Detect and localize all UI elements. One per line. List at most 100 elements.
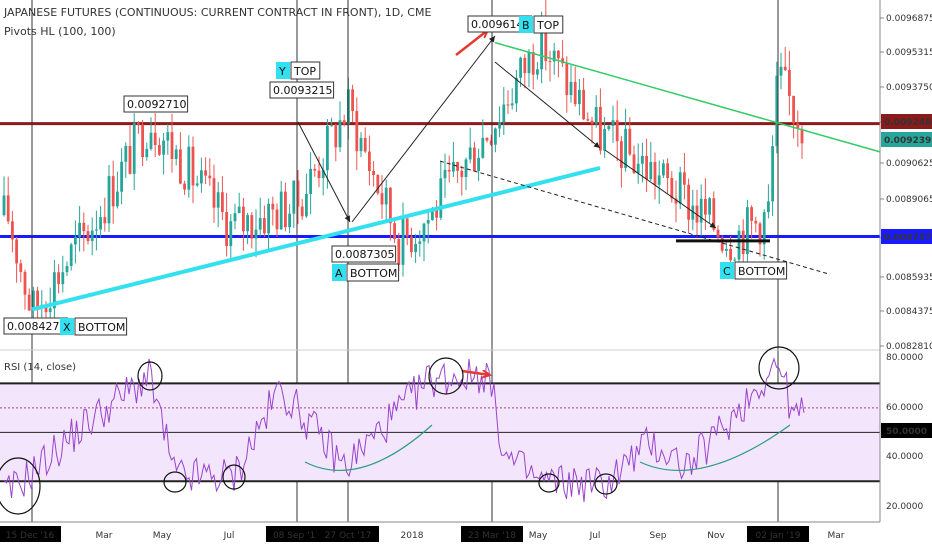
candle-body xyxy=(359,137,363,152)
candle-body xyxy=(296,180,300,207)
candle-body xyxy=(662,163,665,176)
candle-body xyxy=(162,140,165,155)
rsi-tick-label: 20.0000 xyxy=(886,502,923,512)
candle-body xyxy=(267,203,270,234)
candle-body xyxy=(594,106,598,124)
candle-body xyxy=(309,168,312,194)
candle-body xyxy=(510,103,514,106)
candle-body xyxy=(200,170,203,184)
candle-body xyxy=(170,132,174,160)
time-tick-label: 02 Jan '19 xyxy=(756,531,801,541)
candle-body xyxy=(758,223,762,245)
candle-body xyxy=(552,50,556,62)
price-tick-label: 0.0082810 xyxy=(886,342,932,352)
candle-body xyxy=(57,272,60,285)
pivot-text-box xyxy=(74,317,128,336)
candle-body xyxy=(666,163,669,179)
candle-body xyxy=(368,151,371,171)
candle-body xyxy=(565,63,569,96)
candle-body xyxy=(132,123,136,174)
candle-body xyxy=(246,215,249,232)
candle-body xyxy=(275,209,279,230)
rsi-circle-5 xyxy=(538,473,560,493)
candle-body xyxy=(397,239,401,265)
candle-body xyxy=(431,208,434,220)
candle-body xyxy=(544,20,548,62)
candle-body xyxy=(733,259,737,261)
candle-body xyxy=(305,193,308,217)
candle-body xyxy=(485,137,489,141)
chart-title: JAPANESE FUTURES (CONTINUOUS: CURRENT CO… xyxy=(4,6,432,19)
candle-body xyxy=(393,223,396,240)
rsi-pane-title: RSI (14, close) xyxy=(4,362,76,373)
candle-body xyxy=(729,248,732,261)
candle-body xyxy=(796,123,800,129)
pivot-price-box xyxy=(331,245,397,263)
price-tick-label: 0.0089065 xyxy=(886,195,932,205)
candle-body xyxy=(792,95,795,124)
candle-body xyxy=(137,123,140,125)
candle-body xyxy=(158,145,161,155)
candle-body xyxy=(620,141,623,168)
time-tick-label: 27 Oct '17 xyxy=(325,531,372,541)
indicator-label: Pivots HL (100, 100) xyxy=(4,25,116,38)
candle-body xyxy=(2,195,6,216)
candle-body xyxy=(15,239,18,264)
candle-body xyxy=(653,162,657,185)
pivot-price-label: 0.0084275 xyxy=(7,320,67,333)
wave-arrow-1 xyxy=(351,35,496,223)
time-tick-label: May xyxy=(153,531,172,541)
candle-body xyxy=(128,145,132,174)
candle-body xyxy=(704,198,707,215)
dashed-channel-line xyxy=(439,160,829,275)
rsi-circle-4 xyxy=(428,357,464,395)
rsi-pane[interactable]: RSI (14, close) xyxy=(0,346,880,515)
candle-body xyxy=(725,248,728,251)
candle-body xyxy=(460,170,464,178)
candle-body xyxy=(540,20,543,70)
candle-body xyxy=(342,120,346,125)
price-level-badge xyxy=(881,114,932,129)
candle-body xyxy=(313,168,317,171)
candle-body xyxy=(762,212,766,245)
candle-body xyxy=(531,52,535,75)
candle-body xyxy=(573,81,577,105)
candle-body xyxy=(6,195,10,222)
candle-body xyxy=(86,231,90,242)
candle-body xyxy=(443,169,447,179)
pivot-text-label: BOTTOM xyxy=(350,267,397,280)
candle-body xyxy=(410,236,413,253)
candle-body xyxy=(65,265,69,273)
pivot-text-label: BOTTOM xyxy=(78,321,125,334)
candle-body xyxy=(27,294,31,311)
candle-body xyxy=(61,272,65,285)
candle-body xyxy=(174,149,178,160)
pivot-text-label: TOP xyxy=(293,65,316,78)
candle-body xyxy=(498,122,501,129)
time-tick-label: Mar xyxy=(96,531,113,541)
candle-body xyxy=(212,178,216,208)
candle-body xyxy=(624,128,627,168)
time-tick-label: Jul xyxy=(589,531,601,541)
price-axis: 0.00968750.00953150.00937500.00921850.00… xyxy=(879,0,932,522)
candle-body xyxy=(351,89,354,112)
pivot-tag-box xyxy=(519,16,533,33)
red-arrow-rsi xyxy=(461,369,490,375)
pivot-tag-label: C xyxy=(723,265,731,278)
price-tick-label: 0.0096875 xyxy=(886,14,932,24)
candle-body xyxy=(330,125,333,127)
candle-body xyxy=(426,219,430,224)
candle-body xyxy=(204,170,207,176)
candle-body xyxy=(216,192,220,208)
pivot-price-box xyxy=(123,95,189,113)
candle-body xyxy=(603,129,606,151)
candle-body xyxy=(561,58,564,64)
time-tick-label: Sep xyxy=(650,531,667,541)
price-tick-label: 0.0095315 xyxy=(886,48,932,58)
pivot-tag-label: Y xyxy=(278,65,286,78)
candle-body xyxy=(477,157,480,171)
candle-body xyxy=(116,191,119,207)
time-tick-badge xyxy=(266,526,328,542)
